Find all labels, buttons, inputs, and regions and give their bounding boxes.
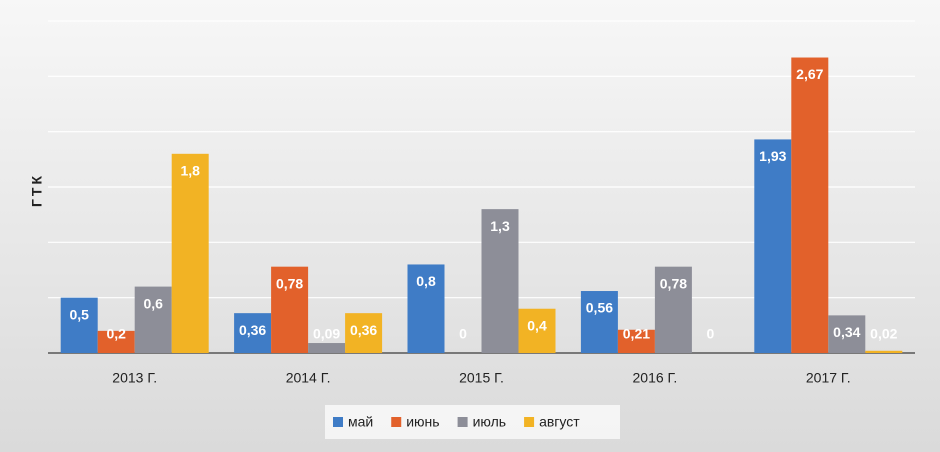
bar [60, 297, 98, 353]
bar [791, 57, 829, 354]
data-label: 0,78 [276, 275, 303, 291]
bar [481, 209, 519, 353]
data-label: 0,2 [106, 326, 126, 342]
data-label: 1,8 [180, 163, 200, 179]
bar [345, 313, 383, 353]
data-label: 0,6 [143, 295, 163, 311]
data-label: 1,93 [759, 148, 786, 164]
data-label: 0 [459, 326, 467, 342]
bar [134, 286, 172, 353]
legend-label: август [539, 414, 580, 430]
data-label: 0,4 [527, 317, 547, 333]
data-label: 0,56 [586, 300, 613, 316]
data-label: 0,5 [69, 306, 89, 322]
legend-swatch [391, 417, 402, 427]
x-tick-label: 2013 Г. [112, 370, 157, 386]
x-tick-label: 2017 Г. [806, 370, 851, 386]
data-label: 1,3 [490, 218, 510, 234]
x-tick-label: 2016 Г. [633, 370, 678, 386]
legend-swatch [457, 417, 468, 427]
data-label: 0,34 [833, 324, 860, 340]
bar [171, 153, 209, 353]
data-label: 0,8 [416, 273, 436, 289]
data-label: 2,67 [796, 66, 823, 82]
data-label: 0,09 [313, 326, 340, 342]
bar [308, 343, 346, 353]
legend-box [325, 405, 620, 439]
data-label: 0,21 [623, 326, 650, 342]
bar [518, 308, 556, 353]
bar [865, 350, 903, 353]
x-tick-label: 2015 Г. [459, 370, 504, 386]
data-label: 0,78 [660, 275, 687, 291]
data-label: 0,02 [870, 326, 897, 342]
data-label: 0,36 [350, 322, 377, 338]
bar [407, 264, 445, 353]
y-axis-label: ГТК [29, 173, 45, 207]
bar [580, 291, 618, 353]
legend-label: июль [473, 414, 506, 430]
legend-swatch [333, 417, 343, 427]
legend-swatch [524, 417, 535, 427]
bar [754, 139, 792, 353]
data-label: 0,36 [239, 322, 266, 338]
legend-label: май [348, 414, 373, 430]
bar [828, 315, 866, 353]
legend-label: июнь [406, 414, 439, 430]
data-label: 0 [707, 326, 715, 342]
bar [654, 266, 692, 353]
bar [617, 329, 655, 353]
bar [271, 266, 309, 353]
x-tick-label: 2014 Г. [286, 370, 331, 386]
bar [97, 330, 135, 353]
bar [234, 313, 272, 353]
